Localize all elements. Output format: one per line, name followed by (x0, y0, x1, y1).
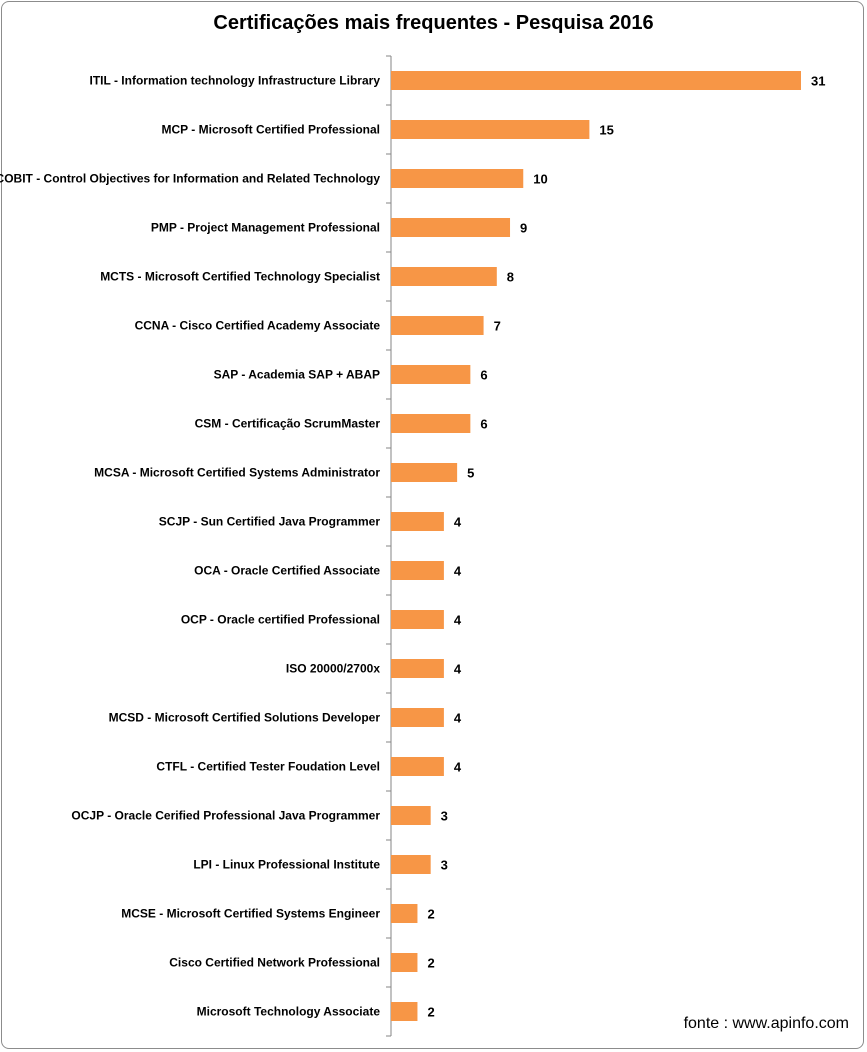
category-label: SCJP - Sun Certified Java Programmer (159, 515, 381, 529)
bar (391, 169, 524, 188)
category-label: ITIL - Information technology Infrastruc… (90, 74, 381, 88)
bar (391, 806, 431, 825)
data-label: 6 (480, 368, 487, 383)
category-label: SAP - Academia SAP + ABAP (214, 368, 380, 382)
bar (391, 610, 444, 629)
category-label: OCA - Oracle Certified Associate (194, 564, 380, 578)
category-label: MCTS - Microsoft Certified Technology Sp… (100, 270, 380, 284)
data-label: 10 (533, 172, 547, 187)
bar (391, 757, 444, 776)
category-label: OCJP - Oracle Cerified Professional Java… (71, 809, 380, 823)
bar (391, 218, 511, 237)
category-label: CTFL - Certified Tester Foudation Level (156, 760, 380, 774)
data-label: 2 (427, 956, 434, 971)
category-label: CSM - Certificação ScrumMaster (195, 417, 381, 431)
bar (391, 561, 444, 580)
category-label: OCP - Oracle certified Professional (181, 613, 380, 627)
bar (391, 463, 458, 482)
category-label: MCP - Microsoft Certified Professional (162, 123, 380, 137)
data-label: 15 (599, 123, 613, 138)
bar (391, 267, 497, 286)
bar (391, 512, 444, 531)
bar (391, 953, 418, 972)
data-label: 6 (480, 417, 487, 432)
category-label: MCSD - Microsoft Certified Solutions Dev… (109, 711, 381, 725)
bar (391, 316, 484, 335)
category-label: LPI - Linux Professional Institute (193, 858, 380, 872)
data-label: 7 (494, 319, 501, 334)
data-label: 4 (454, 613, 462, 628)
data-label: 2 (427, 907, 434, 922)
data-label: 8 (507, 270, 514, 285)
bar (391, 855, 431, 874)
bar (391, 414, 471, 433)
source-credit: fonte : www.apinfo.com (683, 1015, 849, 1032)
data-label: 4 (454, 760, 462, 775)
data-label: 4 (454, 515, 462, 530)
bar (391, 120, 590, 139)
bar (391, 1002, 418, 1021)
data-label: 4 (454, 564, 462, 579)
category-label: ISO 20000/2700x (286, 662, 380, 676)
bar (391, 365, 471, 384)
data-label: 3 (441, 858, 448, 873)
category-label: COBIT - Control Objectives for Informati… (0, 172, 380, 186)
bar (391, 708, 444, 727)
data-label: 5 (467, 466, 474, 481)
bar (391, 904, 418, 923)
data-label: 31 (811, 74, 825, 89)
data-label: 3 (441, 809, 448, 824)
data-label: 2 (427, 1005, 434, 1020)
data-label: 4 (454, 662, 462, 677)
bar (391, 71, 801, 90)
category-label: CCNA - Cisco Certified Academy Associate (135, 319, 381, 333)
bar (391, 659, 444, 678)
data-label: 9 (520, 221, 527, 236)
chart-title: Certificações mais frequentes - Pesquisa… (213, 12, 654, 34)
category-label: PMP - Project Management Professional (151, 221, 380, 235)
data-label: 4 (454, 711, 462, 726)
category-label: Cisco Certified Network Professional (169, 956, 380, 970)
category-label: MCSE - Microsoft Certified Systems Engin… (121, 907, 380, 921)
category-label: Microsoft Technology Associate (197, 1005, 381, 1019)
category-label: MCSA - Microsoft Certified Systems Admin… (94, 466, 380, 480)
